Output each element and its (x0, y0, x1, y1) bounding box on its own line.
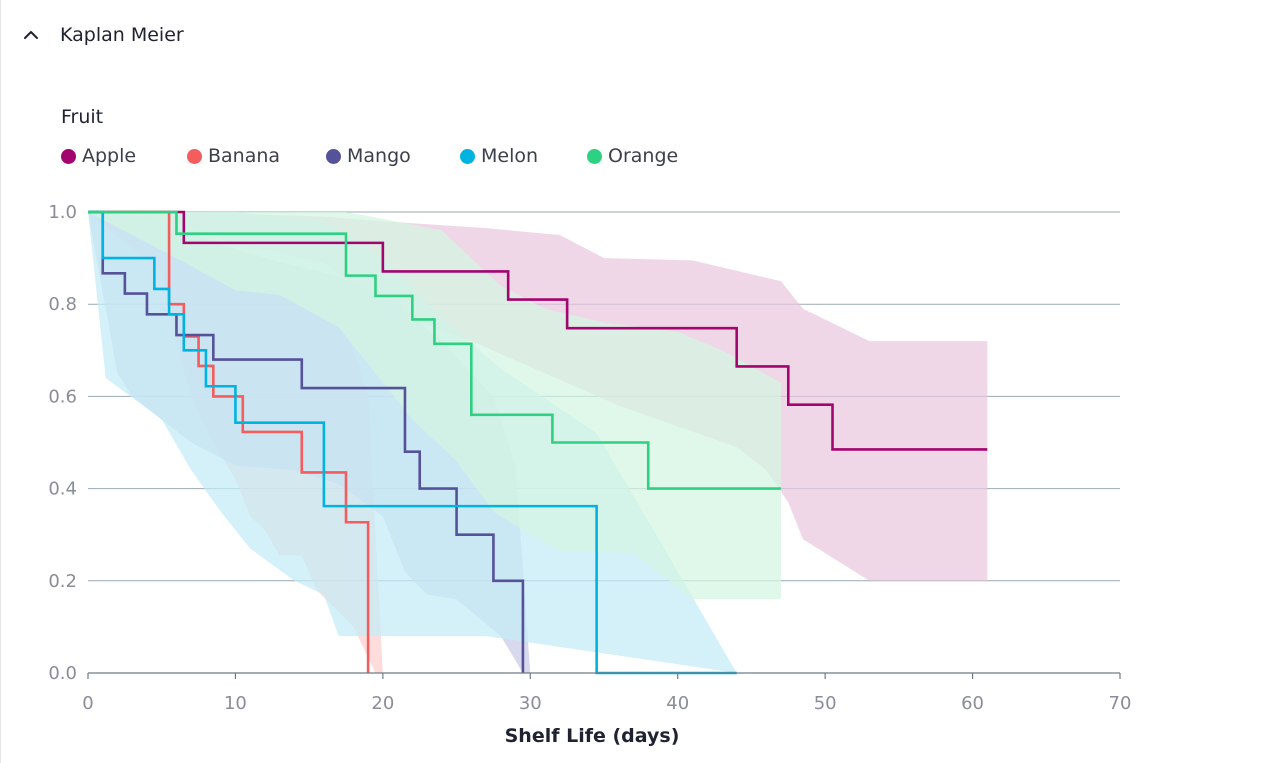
panel-toggle[interactable]: Kaplan Meier (18, 18, 184, 52)
x-tick-label: 30 (519, 693, 542, 714)
x-tick-label: 0 (82, 693, 93, 714)
y-tick-label: 0.0 (48, 663, 77, 684)
x-tick-label: 20 (371, 693, 394, 714)
x-tick-label: 10 (224, 693, 247, 714)
survival-line-banana[interactable] (88, 210, 370, 673)
legend-dot-icon (187, 148, 202, 164)
y-tick-label: 0.2 (48, 571, 77, 592)
legend-dot-icon (587, 148, 602, 164)
x-tick-label: 60 (961, 693, 984, 714)
legend-title: Fruit (61, 106, 104, 128)
survival-line-mango[interactable] (88, 210, 525, 673)
y-tick-label: 0.6 (48, 386, 77, 407)
y-tick-label: 0.8 (48, 294, 77, 315)
x-tick-label: 70 (1109, 693, 1132, 714)
legend-label: Melon (481, 145, 539, 167)
panel-title: Kaplan Meier (60, 24, 184, 46)
confidence-band-orange (88, 212, 781, 600)
confidence-band-melon (88, 212, 737, 673)
legend-label: Apple (82, 145, 137, 167)
survival-line-orange[interactable] (88, 210, 781, 490)
legend-item-mango[interactable]: Mango (326, 145, 411, 167)
y-tick-label: 1.0 (48, 202, 77, 223)
legend-dot-icon (460, 148, 475, 164)
survival-line-melon[interactable] (88, 210, 737, 675)
chevron-up-icon[interactable] (18, 22, 44, 48)
confidence-band-apple (88, 212, 988, 581)
survival-line-apple[interactable] (88, 210, 988, 451)
x-axis-title: Shelf Life (days) (505, 725, 680, 747)
legend-label: Orange (608, 145, 679, 167)
panel-border (0, 0, 1, 763)
legend-item-orange[interactable]: Orange (587, 145, 678, 167)
legend-item-apple[interactable]: Apple (61, 145, 136, 167)
x-tick-label: 50 (814, 693, 837, 714)
y-tick-label: 0.4 (48, 479, 77, 500)
legend-dot-icon (326, 148, 341, 164)
legend-item-melon[interactable]: Melon (460, 145, 538, 167)
legend-item-banana[interactable]: Banana (187, 145, 280, 167)
x-tick-label: 40 (666, 693, 689, 714)
legend-label: Mango (347, 145, 411, 167)
legend-label: Banana (208, 145, 281, 167)
legend-dot-icon (61, 148, 76, 164)
